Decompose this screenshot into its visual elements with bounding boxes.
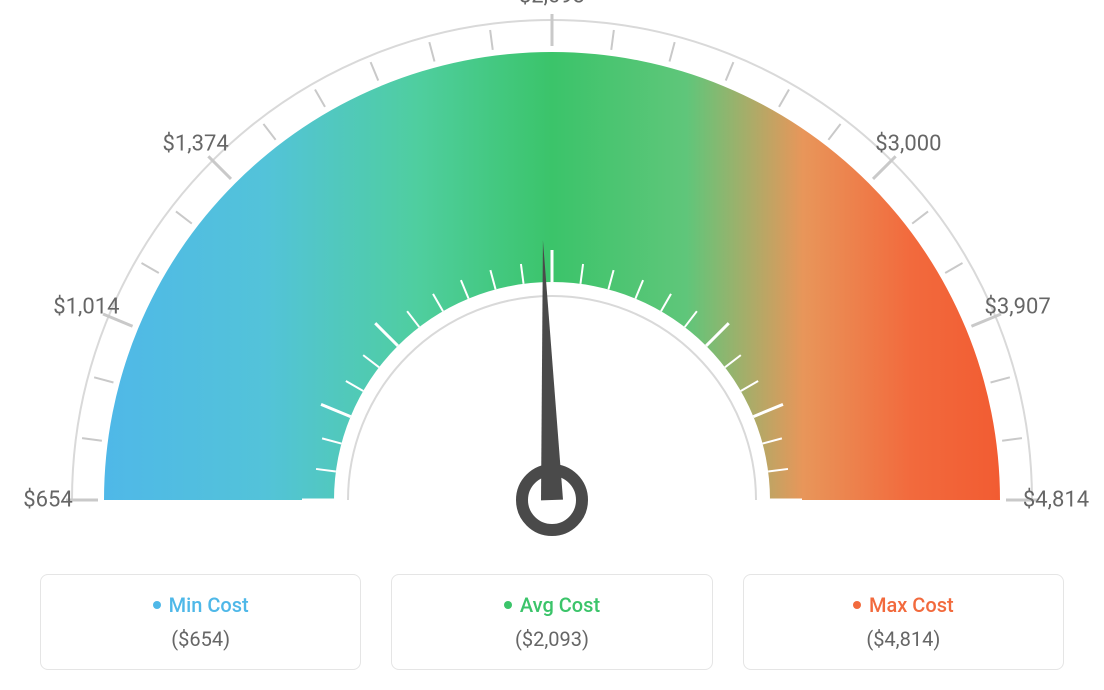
- tick-minor: [779, 90, 789, 107]
- tick-label: $1,374: [163, 131, 229, 156]
- legend-row: Min Cost ($654) Avg Cost ($2,093) Max Co…: [40, 574, 1064, 670]
- tick-minor: [670, 42, 675, 61]
- legend-card-min: Min Cost ($654): [40, 574, 361, 670]
- tick-minor: [82, 438, 102, 441]
- tick-label: $4,814: [1023, 488, 1089, 513]
- tick-minor: [726, 62, 734, 80]
- legend-value-min: ($654): [61, 627, 340, 651]
- legend-title-avg: Avg Cost: [412, 593, 691, 617]
- tick-minor: [176, 211, 192, 223]
- tick-minor: [263, 124, 275, 140]
- tick-minor: [912, 211, 928, 223]
- tick-minor: [945, 263, 962, 273]
- legend-card-avg: Avg Cost ($2,093): [391, 574, 712, 670]
- tick-minor: [94, 377, 113, 382]
- gauge-svg: [0, 0, 1104, 560]
- tick-minor: [1002, 438, 1022, 441]
- tick-minor: [828, 124, 840, 140]
- legend-title-min: Min Cost: [61, 593, 340, 617]
- tick-major: [208, 156, 231, 179]
- tick-label: $3,907: [985, 295, 1051, 320]
- legend-title-max: Max Cost: [764, 593, 1043, 617]
- tick-minor: [142, 263, 159, 273]
- tick-minor: [991, 377, 1010, 382]
- cost-gauge: $654 $1,014 $1,374 $2,093 $3,000 $3,907 $4,814: [0, 0, 1104, 560]
- tick-label: $654: [23, 488, 72, 513]
- legend-value-max: ($4,814): [764, 627, 1043, 651]
- tick-major: [873, 156, 896, 179]
- tick-minor: [611, 30, 614, 50]
- tick-label: $2,093: [519, 0, 585, 9]
- tick-label: $1,014: [53, 295, 119, 320]
- tick-minor: [490, 30, 493, 50]
- tick-label: $3,000: [875, 131, 941, 156]
- legend-card-max: Max Cost ($4,814): [743, 574, 1064, 670]
- tick-minor: [371, 62, 379, 80]
- tick-minor: [315, 90, 325, 107]
- tick-minor: [429, 42, 434, 61]
- legend-value-avg: ($2,093): [412, 627, 691, 651]
